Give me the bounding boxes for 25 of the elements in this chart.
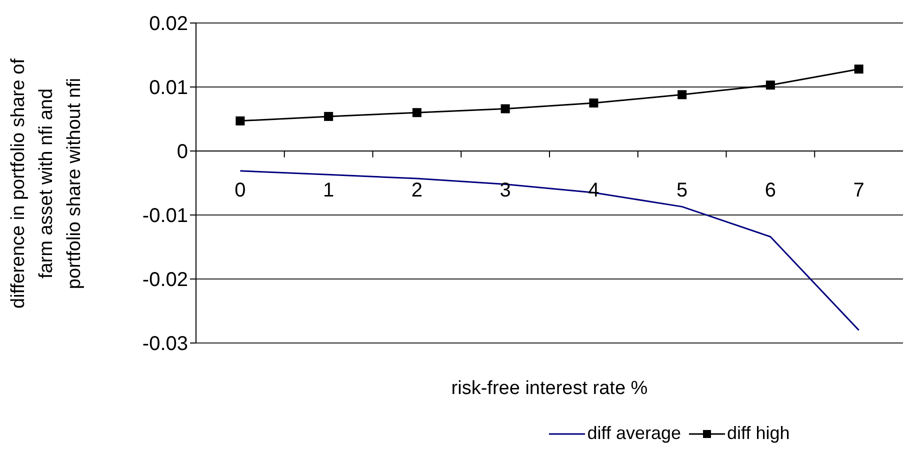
x-tick-label: 5 [676, 179, 688, 202]
y-tick-label: 0 [176, 141, 188, 164]
point [854, 64, 864, 74]
y-axis-title: difference in portfolio share of farm asset with nfi and portfolio share without nfi [8, 58, 85, 308]
legend-label: diff high [727, 423, 790, 444]
point [678, 90, 687, 100]
x-axis-title: risk-free interest rate % [451, 378, 648, 399]
x-tick-label: 2 [411, 179, 422, 202]
x-tick-label: 7 [853, 179, 864, 202]
y-tick-label: 0.01 [149, 77, 188, 100]
point [766, 80, 775, 90]
y-tick-label: 0.02 [149, 13, 188, 36]
point [589, 98, 598, 108]
point [412, 108, 422, 118]
point [500, 104, 510, 114]
x-tick-label: 6 [764, 179, 776, 202]
x-tick-label: 3 [500, 179, 511, 202]
x-tick-label: 1 [323, 179, 334, 202]
y-tick-label: -0.02 [142, 269, 188, 292]
legend-label: diff average [587, 423, 682, 444]
point [236, 116, 245, 126]
y-tick-label: -0.01 [142, 205, 188, 228]
y-tick-label: -0.03 [142, 333, 188, 356]
x-tick-label: 0 [234, 179, 246, 202]
point [324, 112, 334, 121]
